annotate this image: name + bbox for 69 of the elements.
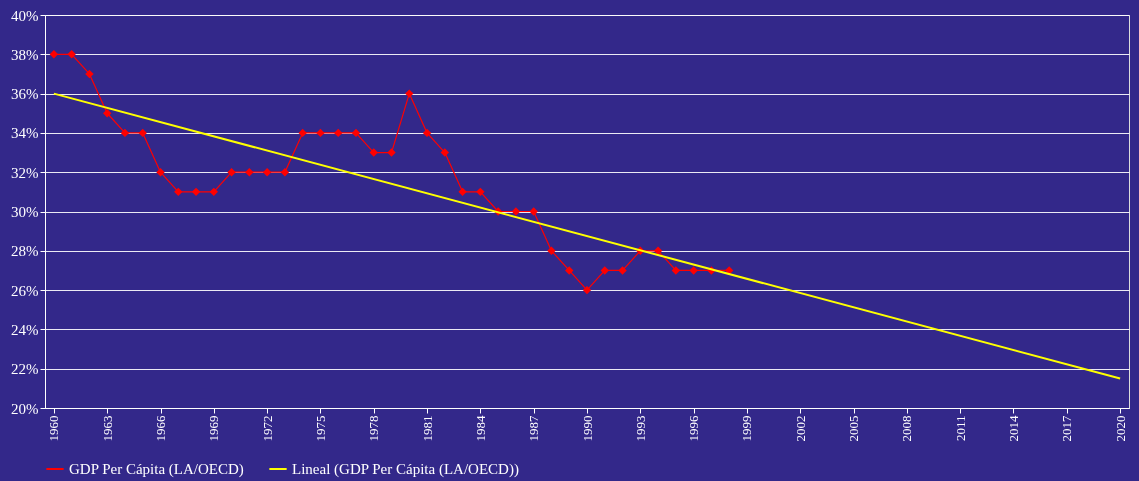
point xyxy=(174,187,183,197)
x-tick-label: 2014 xyxy=(1005,415,1021,442)
x-tick-label: 1978 xyxy=(366,415,382,442)
point xyxy=(671,266,681,275)
y-tick-label: 30% xyxy=(11,204,39,220)
x-tick-label: 2020 xyxy=(1112,415,1128,442)
y-tick-label: 32% xyxy=(11,164,39,181)
x-tick-label: 2002 xyxy=(792,415,808,442)
point xyxy=(209,187,218,197)
y-tick-label: 40% xyxy=(11,7,39,24)
x-tick-label: 1987 xyxy=(526,415,542,442)
point xyxy=(156,168,165,177)
x-tick-label: 1966 xyxy=(153,415,169,442)
x-tick-label: 1984 xyxy=(472,415,488,442)
x-tick-label: 1969 xyxy=(206,415,222,442)
legend-label: Lineal (GDP Per Cápita (LA/OECD)) xyxy=(292,461,519,478)
point xyxy=(262,168,272,177)
point xyxy=(405,89,414,98)
point xyxy=(369,148,378,157)
point xyxy=(120,128,130,138)
point xyxy=(600,266,609,275)
point xyxy=(103,109,112,118)
point xyxy=(582,285,592,295)
point xyxy=(67,50,76,59)
point xyxy=(280,168,290,177)
x-tick-label: 1990 xyxy=(579,415,595,442)
point xyxy=(529,207,538,216)
legend-label: GDP Per Cápita (LA/OECD) xyxy=(69,461,244,478)
y-tick-label: 34% xyxy=(11,125,39,142)
point xyxy=(440,148,450,157)
point xyxy=(476,187,485,197)
x-tick-label: 1963 xyxy=(99,415,115,442)
x-tick-label: 2005 xyxy=(846,415,862,442)
x-tick-label: 1993 xyxy=(632,415,648,442)
y-tick-label: 38% xyxy=(11,46,39,63)
point xyxy=(191,187,201,197)
x-tick-label: 2011 xyxy=(952,415,968,442)
point xyxy=(689,266,698,275)
y-tick-label: 28% xyxy=(11,243,39,260)
point xyxy=(511,207,521,216)
point xyxy=(334,128,343,138)
point xyxy=(351,128,361,138)
point xyxy=(387,148,396,157)
point xyxy=(422,128,432,138)
x-tick-label: 1960 xyxy=(46,415,62,442)
point xyxy=(298,128,307,138)
x-tick-label: 1996 xyxy=(686,415,702,442)
x-tick-label: 1981 xyxy=(419,415,435,442)
x-tick-label: 1999 xyxy=(739,415,755,442)
point xyxy=(316,128,325,138)
point xyxy=(49,50,59,59)
y-tick-label: 36% xyxy=(11,86,39,103)
x-tick-label: 1975 xyxy=(312,415,328,442)
point xyxy=(227,168,236,177)
point xyxy=(653,246,663,255)
x-tick-label: 1972 xyxy=(259,415,275,442)
point xyxy=(618,266,627,275)
y-tick-label: 24% xyxy=(11,321,39,338)
point xyxy=(138,128,147,138)
x-tick-label: 2008 xyxy=(899,415,915,442)
point xyxy=(85,69,94,79)
y-tick-label: 20% xyxy=(11,400,39,417)
point xyxy=(245,168,254,177)
y-tick-label: 26% xyxy=(11,282,39,299)
y-tick-label: 22% xyxy=(11,361,39,378)
point xyxy=(458,187,467,197)
point xyxy=(547,246,556,255)
x-tick-label: 2017 xyxy=(1059,415,1075,442)
point xyxy=(565,266,574,275)
